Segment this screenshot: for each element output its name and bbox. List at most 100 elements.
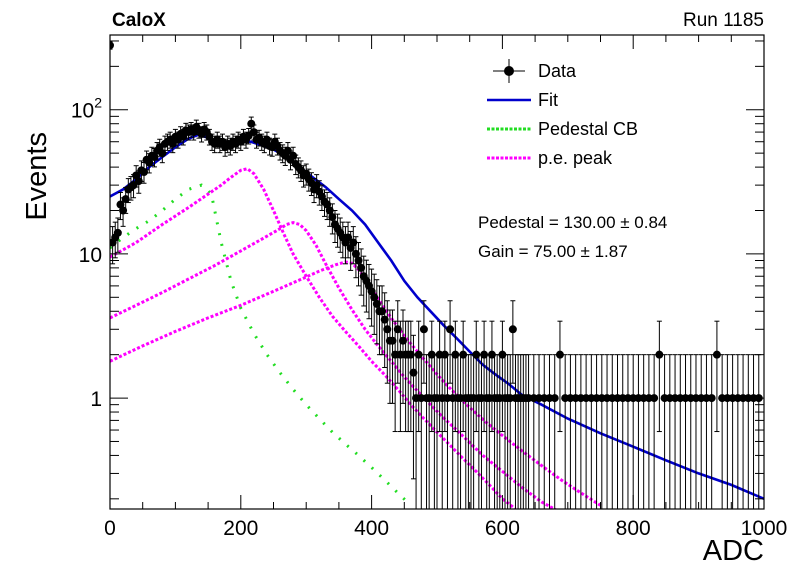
data-marker [145,158,154,167]
data-point [119,197,128,227]
data-marker [289,151,298,160]
data-point [665,354,674,509]
data-point [323,191,332,221]
data-points-layer [110,41,763,509]
y-axis-ticks [110,40,764,500]
data-point [393,300,402,384]
data-point [440,320,449,433]
data-point [529,354,538,509]
legend: Data Fit Pedestal CB p.e. peak [487,59,638,168]
data-point [754,354,763,509]
data-point [508,300,517,384]
data-point [409,334,418,480]
data-marker [351,249,360,258]
data-marker [378,307,387,316]
data-point [582,354,591,509]
legend-entry-pedestal-cb: Pedestal CB [487,119,638,139]
y-tick-label: 10 [79,244,102,267]
data-point [739,354,748,509]
data-marker [113,228,122,237]
data-point [110,41,114,50]
data-point [113,217,122,253]
pe-peak-curve-2 [110,221,558,509]
data-marker [349,238,358,247]
x-tick-label: 1000 [741,517,788,540]
curves-layer [110,133,764,509]
data-point [451,320,460,433]
data-marker [150,153,159,162]
data-marker [116,200,125,209]
y-tick-label: 102 [71,95,102,123]
data-point [349,226,358,265]
data-point [344,221,353,259]
legend-label: Pedestal CB [538,119,638,139]
legend-entry-p-e-peak: p.e. peak [487,148,613,168]
y-tick-label-exponent: 2 [94,95,102,111]
data-point [535,354,544,509]
data-point [545,354,554,509]
x-tick-label: 800 [616,517,651,540]
x-axis-tick-labels: 0 200 400 600 800 1000 [104,517,787,540]
x-tick-label: 600 [485,517,520,540]
x-tick-label: 400 [354,517,389,540]
pe-peak-curve-3 [110,260,602,507]
data-point [681,354,690,509]
y-tick-label: 1 [90,388,102,411]
data-point [116,191,125,221]
data-point [571,354,580,509]
data-marker [440,350,449,359]
data-marker [472,350,481,359]
legend-label: Fit [538,90,558,110]
data-point [262,131,271,149]
data-point [446,300,455,384]
data-point [566,354,575,509]
data-point [697,354,706,509]
x-tick-label: 0 [104,517,116,540]
fit-curve [110,133,764,500]
data-marker [419,325,428,334]
x-axis-ticks [109,35,765,509]
data-marker [380,315,389,324]
data-point [555,320,564,433]
data-point [576,354,585,509]
data-marker [367,287,376,296]
x-axis-label: ADC [703,535,764,567]
data-point [472,320,481,433]
data-marker [508,325,517,334]
data-marker [406,350,415,359]
y-tick-label-base: 10 [71,100,94,123]
data-point [540,354,549,509]
legend-entry-fit: Fit [487,90,558,110]
data-marker [121,195,130,204]
data-marker [247,119,256,128]
data-point [487,320,496,433]
data-marker [323,200,332,209]
data-point [629,354,638,509]
data-marker [655,350,664,359]
data-marker [446,325,455,334]
data-point [650,354,659,509]
data-marker [179,132,188,141]
legend-entry-data: Data [493,59,577,83]
data-marker [262,135,271,144]
data-point [618,354,627,509]
data-point [639,354,648,509]
data-point [686,354,695,509]
data-marker [357,263,366,272]
data-marker [312,181,321,190]
data-point [671,354,680,509]
data-marker [487,350,496,359]
data-point [357,248,366,296]
data-marker [398,336,407,345]
data-marker [712,350,721,359]
y-axis-label: Events [21,132,53,221]
data-point [644,354,653,509]
data-marker [707,394,716,403]
data-marker [328,213,337,222]
data-point [459,320,468,433]
annotation-pedestal: Pedestal = 130.00 ± 0.84 [478,213,667,232]
data-marker [409,368,418,377]
data-point [398,309,407,404]
